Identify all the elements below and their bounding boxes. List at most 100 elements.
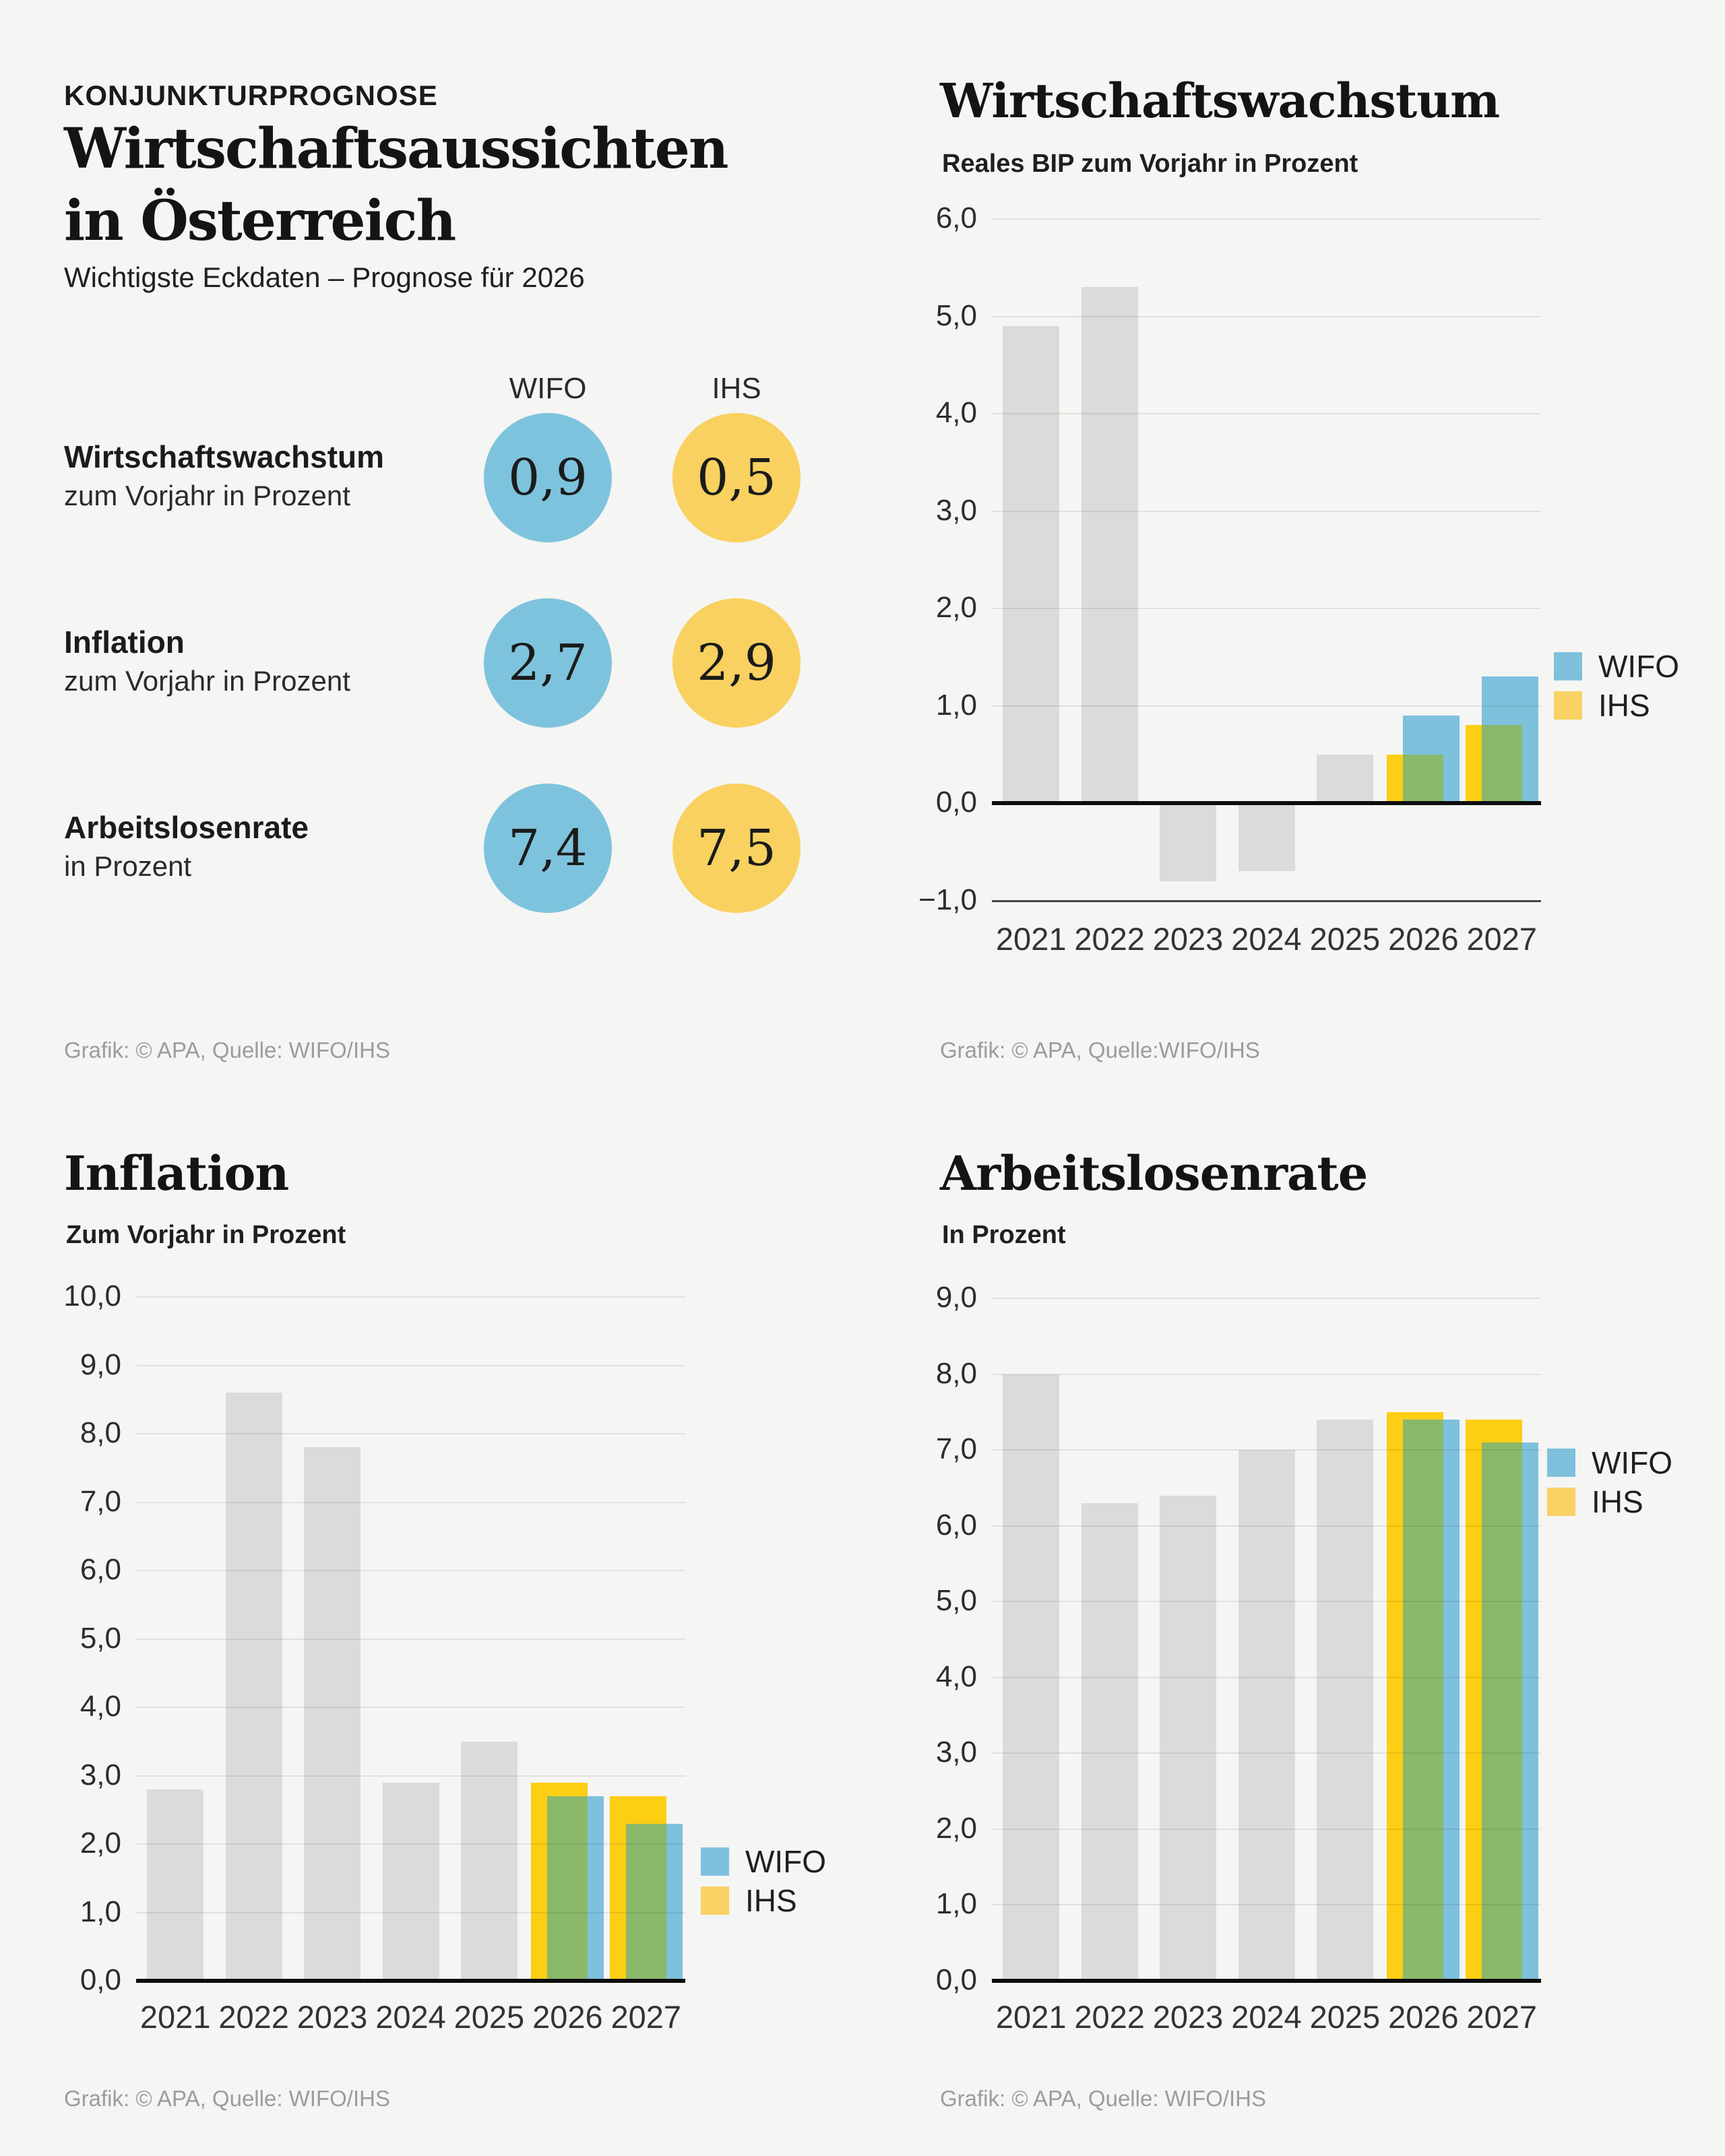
bar-overlap-2026 bbox=[1403, 754, 1444, 803]
bar-history-2022 bbox=[1081, 1502, 1138, 1981]
legend-label-wifo: WIFO bbox=[1592, 1445, 1673, 1480]
page-title-line1: Wirtschaftsaussichten bbox=[64, 117, 728, 181]
summary-row-unemployment: Arbeitslosenrate in Prozent bbox=[64, 808, 309, 885]
legend-swatch-ihs bbox=[1554, 691, 1582, 720]
x-tick-label: 2026 bbox=[532, 1999, 603, 2035]
row-label: Wirtschaftswachstum bbox=[64, 439, 385, 474]
row-sublabel: in Prozent bbox=[64, 850, 192, 882]
y-tick-label: 7,0 bbox=[935, 1432, 977, 1466]
x-tick-label: 2024 bbox=[375, 1999, 446, 2035]
gridline bbox=[136, 1433, 685, 1434]
y-tick-label: 9,0 bbox=[80, 1348, 121, 1381]
column-header-ihs: IHS bbox=[712, 372, 761, 405]
x-tick-label: 2027 bbox=[1466, 1999, 1538, 2035]
x-tick-label: 2023 bbox=[1152, 1999, 1224, 2035]
legend-label-ihs: IHS bbox=[1598, 688, 1650, 723]
x-tick-label: 2021 bbox=[995, 1999, 1067, 2035]
bar-overlap-2026 bbox=[1403, 1420, 1444, 1981]
bar-history-2021 bbox=[1003, 1374, 1060, 1981]
gridline bbox=[992, 413, 1541, 414]
x-tick-label: 2027 bbox=[1466, 921, 1538, 957]
legend-label-wifo: WIFO bbox=[745, 1844, 827, 1879]
gridline bbox=[992, 1525, 1541, 1527]
bar-history-2025 bbox=[1316, 754, 1373, 803]
chart-subtitle: In Prozent bbox=[942, 1221, 1066, 1249]
legend-swatch-wifo bbox=[701, 1847, 729, 1876]
x-tick-label: 2026 bbox=[1388, 921, 1459, 957]
y-tick-label: 1,0 bbox=[935, 1887, 977, 1921]
gridline bbox=[992, 510, 1541, 512]
gridline bbox=[992, 218, 1541, 220]
y-tick-label: 4,0 bbox=[935, 396, 977, 429]
gridline bbox=[136, 1843, 685, 1845]
y-tick-label: 5,0 bbox=[935, 1584, 977, 1618]
gridline bbox=[992, 1828, 1541, 1830]
y-tick-label: 0,0 bbox=[935, 786, 977, 819]
bar-history-2021 bbox=[1003, 325, 1060, 803]
value-circle-ihs: 0,5 bbox=[672, 413, 801, 542]
zero-axis-line bbox=[992, 801, 1541, 805]
y-tick-label: 2,0 bbox=[935, 1811, 977, 1845]
x-tick-label: 2022 bbox=[218, 1999, 289, 2035]
circle-value: 7,4 bbox=[508, 819, 588, 877]
y-tick-label: 8,0 bbox=[935, 1356, 977, 1390]
y-tick-label: 3,0 bbox=[935, 493, 977, 527]
gridline bbox=[136, 1775, 685, 1777]
y-tick-label: 2,0 bbox=[80, 1827, 121, 1860]
gridline bbox=[992, 1373, 1541, 1375]
y-tick-label: 7,0 bbox=[80, 1484, 121, 1518]
column-header-wifo: WIFO bbox=[509, 372, 587, 405]
y-tick-label: 5,0 bbox=[935, 298, 977, 332]
row-sublabel: zum Vorjahr in Prozent bbox=[64, 664, 350, 697]
bar-history-2023 bbox=[304, 1447, 361, 1981]
circle-value: 0,5 bbox=[697, 449, 776, 507]
circle-value: 0,9 bbox=[508, 449, 588, 507]
chart-subtitle: Zum Vorjahr in Prozent bbox=[66, 1221, 346, 1249]
bar-history-2023 bbox=[1160, 803, 1217, 881]
source-credit: Grafik: © APA, Quelle: WIFO/IHS bbox=[64, 1038, 390, 1063]
bar-history-2021 bbox=[147, 1789, 204, 1981]
gridline bbox=[136, 1364, 685, 1366]
y-tick-label: 0,0 bbox=[80, 1963, 121, 1996]
row-label: Arbeitslosenrate bbox=[64, 810, 309, 845]
legend-label-wifo: WIFO bbox=[1598, 649, 1680, 684]
gridline bbox=[992, 1752, 1541, 1754]
x-tick-label: 2025 bbox=[1309, 921, 1381, 957]
chart-title: Inflation bbox=[64, 1145, 289, 1201]
y-tick-label: 8,0 bbox=[80, 1416, 121, 1449]
x-tick-label: 2022 bbox=[1074, 1999, 1145, 2035]
x-tick-label: 2021 bbox=[139, 1999, 211, 2035]
gridline bbox=[136, 1501, 685, 1503]
y-tick-label: 3,0 bbox=[80, 1758, 121, 1792]
x-tick-label: 2023 bbox=[296, 1999, 368, 2035]
gridline bbox=[992, 315, 1541, 317]
x-tick-label: 2026 bbox=[1388, 1999, 1459, 2035]
source-credit: Grafik: © APA, Quelle:WIFO/IHS bbox=[940, 1038, 1260, 1063]
page-subtitle: Wichtigste Eckdaten – Prognose für 2026 bbox=[64, 261, 585, 293]
zero-axis-line bbox=[992, 1978, 1541, 1983]
gridline bbox=[992, 1449, 1541, 1451]
gridline bbox=[992, 608, 1541, 609]
x-tick-label: 2022 bbox=[1074, 921, 1145, 957]
bar-history-2022 bbox=[1081, 287, 1138, 803]
y-tick-label: 5,0 bbox=[80, 1621, 121, 1655]
y-tick-label: −1,0 bbox=[918, 883, 977, 916]
y-tick-label: 6,0 bbox=[935, 201, 977, 234]
bar-overlap-2027 bbox=[1481, 1442, 1522, 1981]
gridline bbox=[992, 1601, 1541, 1603]
y-tick-label: 0,0 bbox=[935, 1963, 977, 1996]
bar-history-2025 bbox=[460, 1741, 518, 1981]
y-tick-label: 4,0 bbox=[935, 1659, 977, 1693]
y-tick-label: 4,0 bbox=[80, 1690, 121, 1723]
x-tick-label: 2024 bbox=[1231, 1999, 1302, 2035]
chart-title: Arbeitslosenrate bbox=[940, 1145, 1368, 1201]
x-tick-label: 2025 bbox=[1309, 1999, 1381, 2035]
value-circle-wifo: 7,4 bbox=[484, 784, 612, 913]
bar-overlap-2027 bbox=[1481, 725, 1522, 803]
gridline bbox=[992, 705, 1541, 707]
bar-history-2022 bbox=[225, 1393, 282, 1981]
zero-axis-line bbox=[136, 1979, 685, 1983]
bar-history-2024 bbox=[1238, 803, 1295, 872]
x-tick-label: 2027 bbox=[610, 1999, 682, 2035]
